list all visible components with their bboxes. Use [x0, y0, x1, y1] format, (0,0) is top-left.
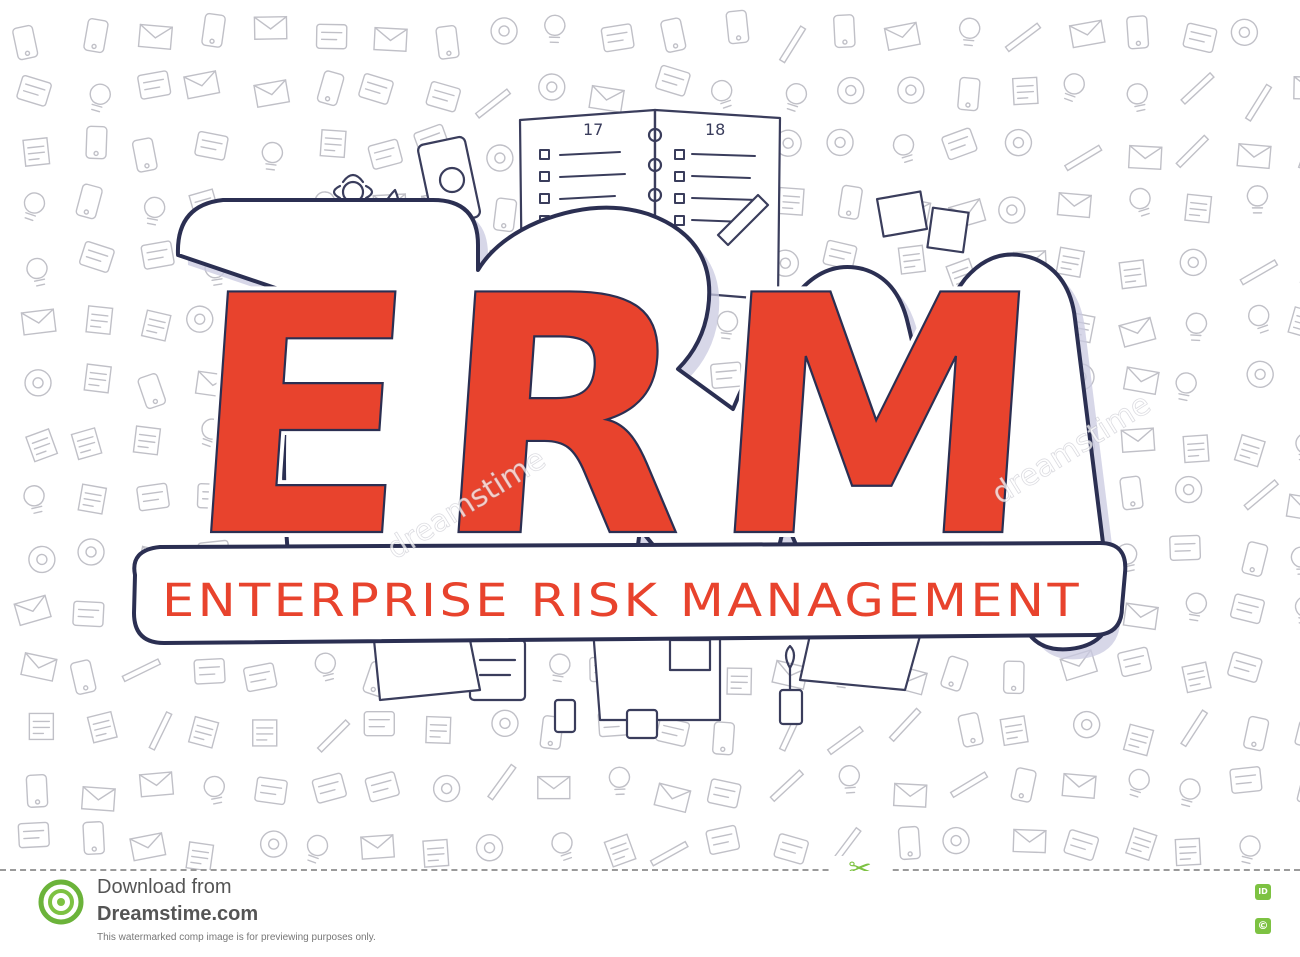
dreamstime-link[interactable]: Dreamstime.com — [97, 903, 259, 925]
hero-artwork: ERM ERM ENTERPRISE RISK MANAGEMENT 17 18… — [132, 108, 1157, 740]
download-from-label: Download from — [97, 876, 232, 898]
illustration: ERM ERM ENTERPRISE RISK MANAGEMENT 17 18… — [12, 9, 1300, 870]
watermark-notice: This watermarked comp image is for previ… — [97, 932, 376, 943]
dreamstime-logo-icon — [38, 879, 84, 925]
hero-acronym-outline: ERM — [175, 225, 1076, 610]
notebook-page-right: 18 — [705, 120, 725, 139]
footer — [0, 871, 1300, 957]
hero-acronym: ERM — [175, 225, 1076, 610]
copyright-badge-icon[interactable]: © — [1255, 918, 1271, 934]
id-badge-icon[interactable]: ID — [1255, 884, 1271, 900]
hero-subtitle: ENTERPRISE RISK MANAGEMENT — [162, 574, 1082, 627]
cut-line — [0, 869, 1300, 871]
notebook-page-left: 17 — [583, 120, 603, 139]
